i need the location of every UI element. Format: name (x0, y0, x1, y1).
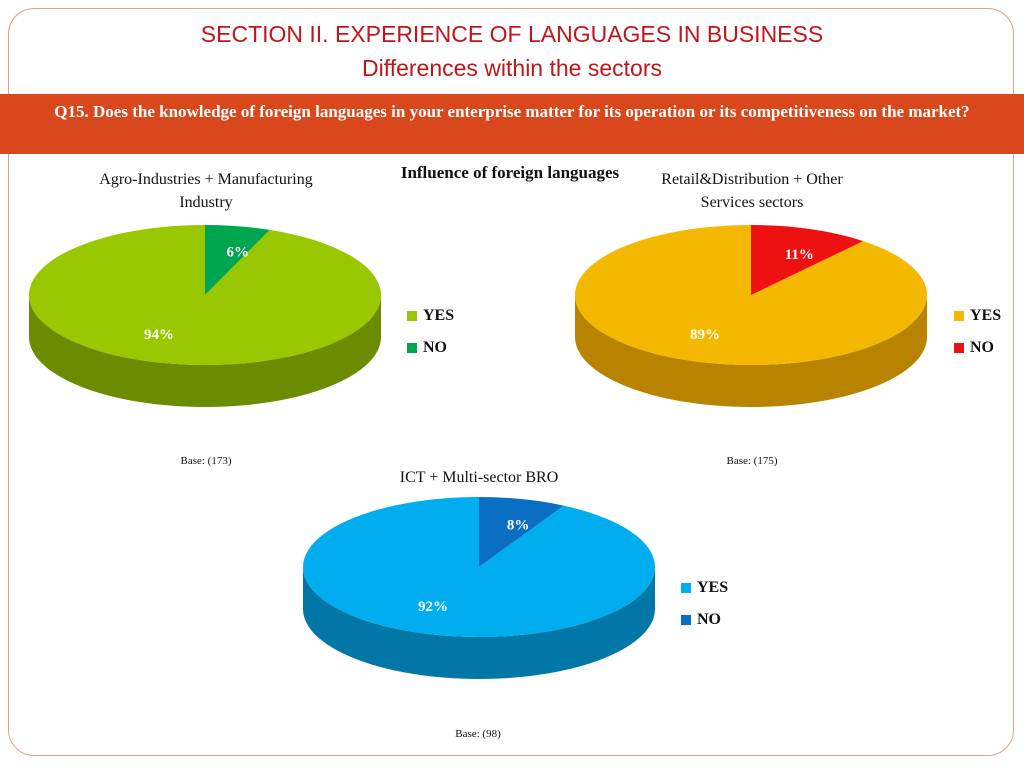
legend-label: YES (423, 307, 455, 324)
legend-swatch-no (407, 343, 417, 353)
legend-item-no: NO (407, 332, 454, 364)
pie-slice-no-retail (751, 225, 864, 295)
legend-swatch-no (681, 615, 691, 625)
legend-swatch-yes (954, 311, 964, 321)
pie-slice-yes-ict (302, 497, 655, 637)
chart-title-retail: Retail&Distribution + Other Services sec… (661, 171, 843, 211)
legend-swatch-yes (407, 311, 417, 321)
chart-title-ict: ICT + Multi-sector BRO (399, 469, 559, 486)
legend-retail: YES NO (954, 300, 1001, 364)
base-retail: Base: (175) (726, 455, 778, 467)
pie-label-no-ict: 8% (507, 517, 530, 533)
legend-item-no: NO (954, 332, 1001, 364)
legend-label: NO (423, 339, 447, 356)
slide-frame (8, 8, 1014, 756)
slide-title: SECTION II. EXPERIENCE OF LANGUAGES IN B… (200, 21, 824, 47)
base-agro: Base: (173) (180, 455, 232, 467)
legend-label: NO (697, 611, 721, 628)
legend-item-yes: YES (681, 572, 728, 604)
legend-label: YES (697, 579, 729, 596)
slide-subtitle: Differences within the sectors (362, 55, 662, 81)
influence-label: Influence of foreign languages (400, 163, 620, 182)
legend-agro: YES NO (407, 300, 454, 364)
legend-ict: YES NO (681, 572, 728, 636)
pie-label-no-retail: 11% (785, 247, 814, 263)
pie-slice-yes-agro (29, 225, 382, 366)
pie-side-agro (29, 295, 381, 407)
legend-swatch-yes (681, 583, 691, 593)
question-banner: Q15. Does the knowledge of foreign langu… (0, 94, 1024, 154)
legend-label: YES (970, 307, 1002, 324)
pie-label-yes-retail: 89% (690, 327, 720, 343)
legend-label: NO (970, 339, 994, 356)
pie-side-ict (303, 567, 655, 679)
pie-slice-no-ict (479, 497, 564, 567)
legend-swatch-no (954, 343, 964, 353)
legend-item-no: NO (681, 604, 728, 636)
legend-item-yes: YES (407, 300, 454, 332)
pie-slice-no-agro (205, 225, 270, 295)
pie-label-no-agro: 6% (227, 245, 250, 261)
pie-side-retail (575, 295, 927, 407)
pie-label-yes-ict: 92% (418, 599, 448, 615)
legend-item-yes: YES (954, 300, 1001, 332)
pie-label-yes-agro: 94% (144, 327, 174, 343)
chart-title-agro: Agro-Industries + Manufacturing Industry (99, 171, 313, 211)
base-ict: Base: (98) (455, 728, 501, 740)
